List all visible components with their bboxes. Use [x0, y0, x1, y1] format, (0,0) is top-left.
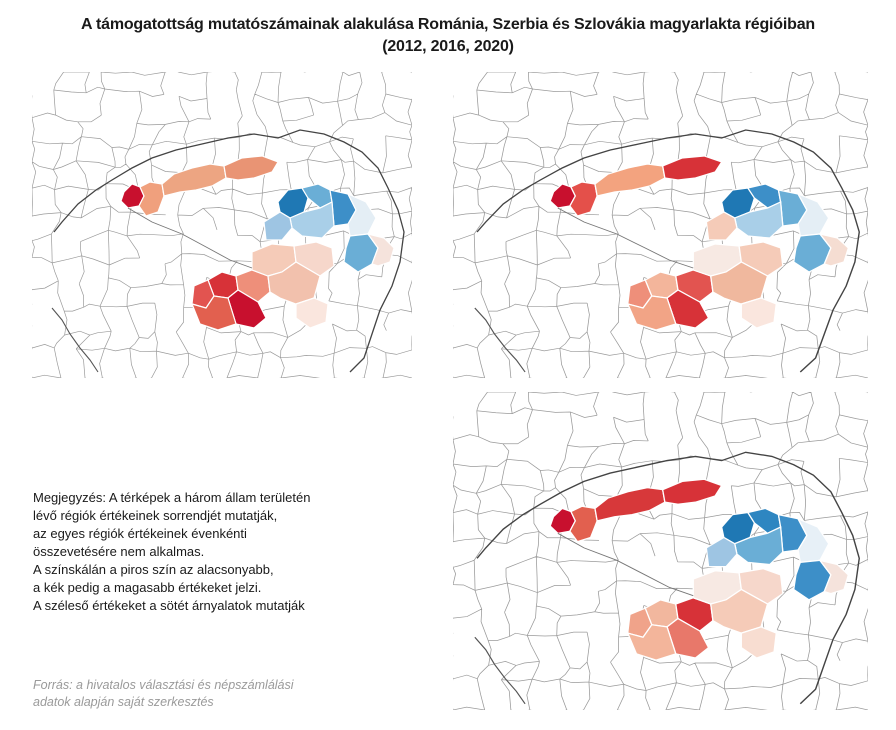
map-2012	[32, 72, 412, 378]
region-serbia	[740, 626, 777, 659]
note-line: A színskálán a piros szín az alacsonyabb…	[33, 562, 274, 577]
note-line: a kék pedig a magasabb értékeket jelzi.	[33, 580, 262, 595]
map-svg	[453, 72, 868, 378]
map-svg	[453, 392, 868, 710]
map-2016	[453, 72, 868, 378]
note-line: az egyes régiók értékeinek évenkénti	[33, 526, 247, 541]
map-2020	[453, 392, 868, 710]
state-border	[476, 129, 860, 373]
river	[557, 532, 694, 597]
region-slovakia	[161, 163, 227, 197]
title-line-2: (2012, 2016, 2020)	[382, 38, 514, 55]
region-serbia	[740, 297, 777, 329]
figure-title: A támogatottság mutatószámainak alakulás…	[0, 14, 896, 58]
region-slovakia	[594, 163, 666, 197]
source-text: Forrás: a hivatalos választási és népszá…	[33, 677, 294, 711]
region-slovakia	[138, 181, 165, 217]
source-line: Forrás: a hivatalos választási és népszá…	[33, 678, 294, 692]
note-line: Megjegyzés: A térképek a három állam ter…	[33, 490, 311, 505]
region-romania	[818, 559, 850, 595]
note-line: A széleső értékeket a sötét árnyalatok m…	[33, 598, 305, 613]
coastline	[474, 307, 526, 373]
region-romania	[705, 536, 738, 568]
region-slovakia	[569, 181, 598, 217]
coastline	[474, 636, 526, 705]
region-serbia	[295, 297, 329, 329]
region-romania	[263, 211, 293, 241]
region-slovakia	[569, 505, 598, 543]
state-border	[476, 451, 860, 705]
region-romania	[366, 233, 395, 267]
region-serbia	[190, 295, 237, 331]
title-line-1: A támogatottság mutatószámainak alakulás…	[81, 16, 815, 33]
note-line: lévő régiók értékeinek sorrendjét mutatj…	[33, 508, 278, 523]
region-slovakia	[661, 478, 723, 505]
source-line: adatok alapján saját szerkesztés	[33, 695, 214, 709]
region-romania	[734, 526, 784, 566]
region-romania	[734, 201, 784, 239]
region-romania	[705, 211, 738, 241]
region-slovakia	[223, 155, 279, 181]
note-text: Megjegyzés: A térképek a három állam ter…	[33, 489, 393, 615]
region-serbia	[626, 624, 677, 661]
river	[557, 207, 694, 269]
state-border	[53, 129, 405, 373]
region-romania	[289, 201, 335, 239]
region-romania	[818, 233, 850, 267]
region-serbia	[626, 295, 677, 331]
region-slovakia	[594, 486, 666, 522]
map-svg	[32, 72, 412, 378]
river	[127, 207, 253, 269]
note-line: összevetésére nem alkalmas.	[33, 544, 205, 559]
region-slovakia	[661, 155, 723, 181]
coastline	[51, 307, 99, 373]
